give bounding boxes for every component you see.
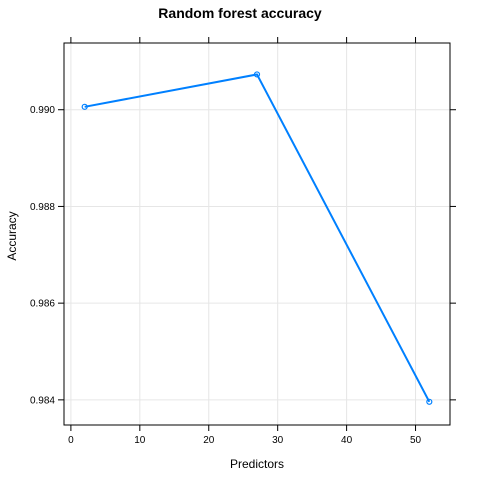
data-point [253, 71, 261, 78]
grid [64, 43, 450, 425]
series-line-group [81, 71, 433, 405]
data-point [426, 398, 433, 405]
y-tick-label: 0.990 [30, 105, 55, 116]
x-tick-label: 30 [272, 435, 284, 446]
x-tick-label: 10 [134, 435, 146, 446]
data-point [81, 103, 88, 110]
x-axis-label: Predictors [230, 457, 284, 471]
x-tick-label: 50 [410, 435, 422, 446]
x-tick-label: 0 [68, 435, 74, 446]
y-axis: 0.984 0.986 0.988 0.990 [30, 105, 456, 406]
y-tick-label: 0.984 [30, 395, 55, 406]
y-tick-label: 0.988 [30, 202, 55, 213]
y-axis-label: Accuracy [5, 211, 19, 260]
x-tick-label: 40 [341, 435, 353, 446]
plot-frame [63, 42, 451, 426]
x-tick-label: 20 [203, 435, 215, 446]
series-line [84, 73, 431, 403]
chart-title: Random forest accuracy [158, 5, 322, 21]
y-tick-label: 0.986 [30, 299, 55, 310]
x-axis: 0 10 20 30 40 50 [68, 37, 422, 446]
